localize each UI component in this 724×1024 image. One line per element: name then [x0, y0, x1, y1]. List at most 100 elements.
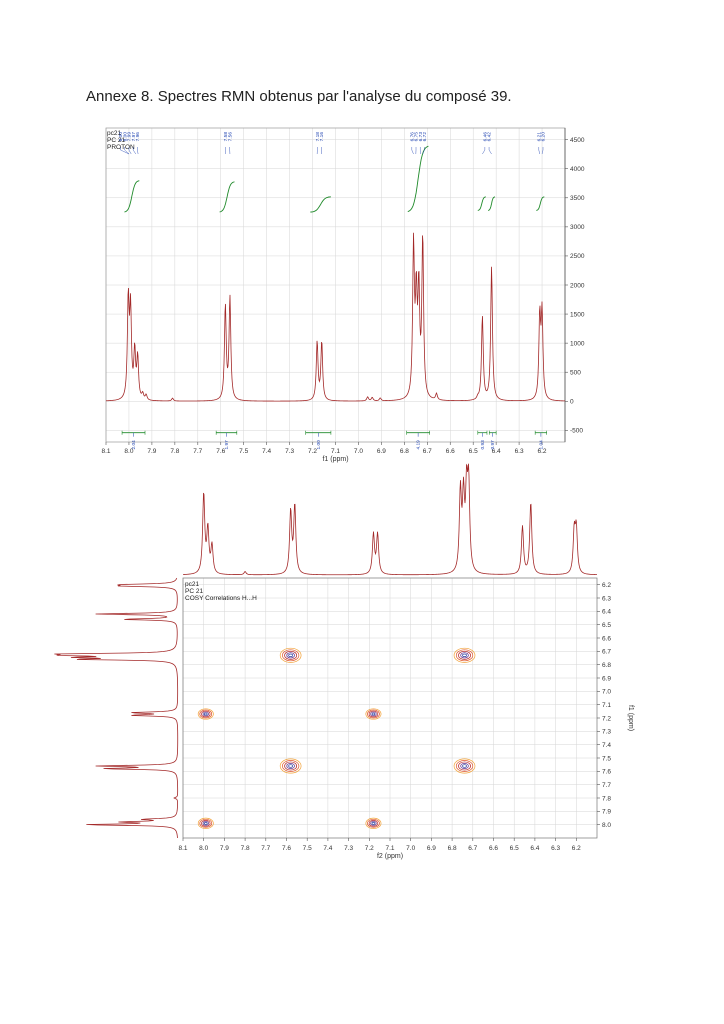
spectrum-info-line: PROTON [107, 144, 135, 151]
cross-peak-contour [458, 761, 471, 771]
cosy-x-tick-label: 6.9 [427, 845, 436, 852]
cosy-x-tick-label: 8.0 [199, 845, 208, 852]
integration-value: 1.97 [224, 440, 230, 450]
cosy-y-tick-label: 6.9 [602, 675, 611, 682]
peak-label-connector [137, 147, 139, 155]
cross-peak-contour [199, 709, 213, 719]
spectrum-info-line: PC 21 [107, 137, 125, 144]
cosy-y-tick-label: 6.8 [602, 662, 611, 669]
integration-value: 2.04 [131, 440, 137, 450]
cross-peak-contour [286, 763, 295, 769]
cross-peak-contour [371, 712, 376, 716]
cosy-y-tick-label: 6.7 [602, 649, 611, 656]
y-tick-label: 2000 [570, 282, 585, 289]
cross-peak-contour [279, 647, 302, 663]
cross-peak-contour [288, 653, 293, 658]
cosy-x-tick-label: 7.9 [220, 845, 229, 852]
cosy-x-tick-label: 6.6 [489, 845, 498, 852]
integration-value: 4.19 [416, 440, 422, 450]
cosy-x-tick-label: 6.2 [572, 845, 581, 852]
x-tick-label: 7.0 [354, 448, 363, 455]
peak-label-connector [124, 147, 130, 155]
peak-label: 6.76 [409, 132, 415, 142]
x-tick-label: 7.8 [170, 448, 179, 455]
cosy-y-tick-label: 7.3 [602, 729, 611, 736]
x-tick-label: 7.4 [262, 448, 271, 455]
cross-peak [453, 647, 476, 663]
cosy-y-tick-label: 7.1 [602, 702, 611, 709]
x-tick-label: 8.1 [101, 448, 110, 455]
peak-label: 7.99 [127, 132, 133, 142]
cosy-x-tick-label: 7.8 [241, 845, 250, 852]
cross-peak-contour [460, 763, 469, 769]
y-tick-label: 3000 [570, 224, 585, 231]
cross-peak-contour [370, 821, 377, 826]
y-tick-label: 0 [570, 399, 574, 406]
cosy-y-tick-label: 7.7 [602, 782, 611, 789]
x-tick-label: 6.2 [538, 448, 547, 455]
cosy-x-tick-label: 7.5 [303, 845, 312, 852]
peak-label-connector [538, 147, 540, 155]
cosy-top-projection [182, 463, 598, 576]
peak-label: 7.56 [227, 132, 233, 142]
integration-value: 1.00 [316, 440, 322, 450]
cross-peak-contour [197, 817, 214, 829]
peak-label-connector [120, 147, 130, 155]
integration-value: 1.04 [538, 440, 544, 450]
cross-peak-contour [284, 761, 298, 771]
cross-peak-contour [203, 822, 208, 825]
cosy-info-line: pc21 [185, 581, 199, 588]
peak-label-connector [482, 147, 486, 155]
peak-label: 6.73 [418, 132, 424, 142]
x-tick-label: 6.8 [400, 448, 409, 455]
x-tick-label: 6.4 [492, 448, 501, 455]
cross-peak-contour [284, 650, 298, 660]
cosy-x-tick-label: 7.3 [344, 845, 353, 852]
x-tick-label: 7.3 [285, 448, 294, 455]
x-tick-label: 6.9 [377, 448, 386, 455]
cross-peak [365, 817, 382, 829]
peak-label-connector [128, 147, 132, 155]
peak-label: 8.00 [122, 132, 128, 142]
y-tick-label: 1500 [570, 311, 585, 318]
x-tick-label: 7.7 [193, 448, 202, 455]
cross-peak [279, 647, 302, 663]
integral-curve [219, 181, 235, 213]
cosy-x-tick-label: 6.8 [448, 845, 457, 852]
cross-peak-contour [365, 817, 382, 829]
cosy-y-tick-label: 8.0 [602, 822, 611, 829]
x-tick-label: 7.6 [216, 448, 225, 455]
cross-peak-contour [201, 710, 211, 718]
cosy-info-line: COSY Correlations H...H [185, 595, 257, 602]
cross-peak-contour [371, 822, 376, 825]
y-tick-label: 4000 [570, 166, 585, 173]
proton-trace [105, 232, 566, 402]
proton-spectrum: 8.1 8.0 7.9 7.8 7.7 7.6 7.5 7.4 7.3 7.2 7.1 7.0 6.9 6… [101, 127, 585, 463]
y-tick-label: 3500 [570, 195, 585, 202]
cosy-y-tick-label: 7.4 [602, 742, 611, 749]
cosy-x-tick-label: 6.7 [468, 845, 477, 852]
cross-peak-contour [202, 821, 209, 826]
integral-curve [487, 196, 496, 211]
peak-label: 6.21 [536, 132, 542, 142]
y-tick-label: 500 [570, 370, 581, 377]
cosy-x-tick-label: 7.7 [261, 845, 270, 852]
peak-label: 8.00 [118, 132, 124, 142]
peak-label-connector [132, 147, 137, 155]
cross-peak-contour [365, 708, 382, 720]
cross-peak-contour [453, 647, 476, 663]
x-tick-label: 7.1 [331, 448, 340, 455]
cosy-x-tick-label: 6.3 [551, 845, 560, 852]
cross-peak [197, 817, 214, 829]
cross-peak-contour [370, 711, 377, 717]
x-tick-label: 6.3 [515, 448, 524, 455]
peak-label: 7.18 [315, 132, 321, 142]
cosy-y-tick-label: 6.2 [602, 582, 611, 589]
integral-curve [407, 145, 429, 213]
cosy-y-tick-label: 7.5 [602, 755, 611, 762]
cross-peak-contour [201, 820, 211, 827]
cosy-y-tick-label: 6.6 [602, 635, 611, 642]
cosy-x-tick-label: 6.4 [530, 845, 539, 852]
peak-label-connector [541, 147, 544, 155]
